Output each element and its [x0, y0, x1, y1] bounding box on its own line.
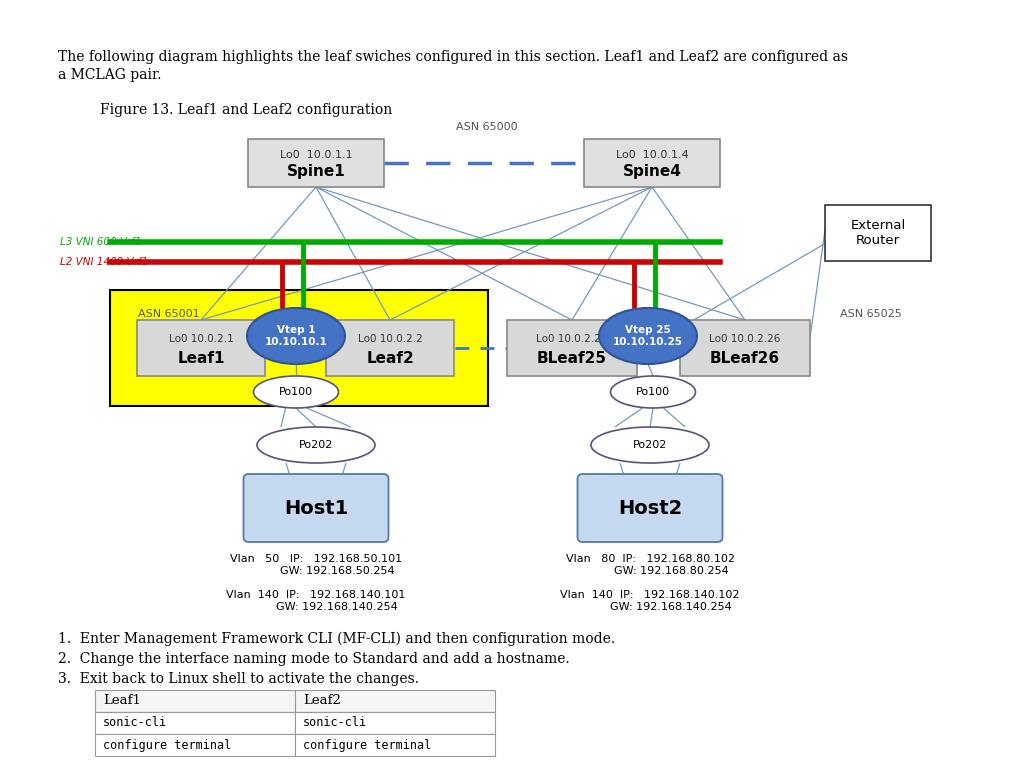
- Text: 1.  Enter Management Framework CLI (MF-CLI) and then configuration mode.: 1. Enter Management Framework CLI (MF-CL…: [58, 632, 615, 647]
- Text: Figure 13. Leaf1 and Leaf2 configuration: Figure 13. Leaf1 and Leaf2 configuration: [100, 103, 392, 117]
- Text: Lo0  10.0.1.1: Lo0 10.0.1.1: [280, 151, 352, 161]
- Text: Po202: Po202: [299, 440, 333, 450]
- FancyBboxPatch shape: [110, 290, 488, 406]
- Text: Spine1: Spine1: [287, 164, 345, 179]
- Ellipse shape: [254, 376, 339, 408]
- Text: L3 VNI 600 Vrf1: L3 VNI 600 Vrf1: [60, 237, 141, 247]
- FancyBboxPatch shape: [585, 139, 720, 187]
- FancyBboxPatch shape: [680, 320, 810, 376]
- Text: Spine4: Spine4: [623, 164, 681, 179]
- FancyBboxPatch shape: [137, 320, 265, 376]
- Text: L2 VNI 1400 Vrf1: L2 VNI 1400 Vrf1: [60, 257, 148, 267]
- Text: Vtep 25
10.10.10.25: Vtep 25 10.10.10.25: [613, 325, 683, 347]
- Text: sonic-cli: sonic-cli: [103, 717, 167, 730]
- Text: Vtep 1
10.10.10.1: Vtep 1 10.10.10.1: [264, 325, 328, 347]
- Text: Po100: Po100: [279, 387, 313, 397]
- Text: BLeaf25: BLeaf25: [537, 350, 607, 366]
- Text: Lo0  10.0.1.4: Lo0 10.0.1.4: [615, 151, 688, 161]
- Text: Vlan  140  IP:   192.168.140.101
            GW: 192.168.140.254: Vlan 140 IP: 192.168.140.101 GW: 192.168…: [226, 590, 406, 611]
- FancyBboxPatch shape: [825, 206, 931, 260]
- Ellipse shape: [247, 308, 345, 364]
- Text: Vlan  140  IP:   192.168.140.102
            GW: 192.168.140.254: Vlan 140 IP: 192.168.140.102 GW: 192.168…: [560, 590, 739, 611]
- Text: ASN 65001: ASN 65001: [138, 309, 200, 319]
- Text: a MCLAG pair.: a MCLAG pair.: [58, 68, 162, 82]
- Text: Host2: Host2: [617, 498, 682, 518]
- Text: The following diagram highlights the leaf swiches configured in this section. Le: The following diagram highlights the lea…: [58, 50, 848, 64]
- Text: configure terminal: configure terminal: [103, 739, 231, 752]
- Text: Leaf2: Leaf2: [367, 350, 414, 366]
- Text: BLeaf26: BLeaf26: [710, 350, 780, 366]
- FancyBboxPatch shape: [295, 734, 495, 756]
- Text: Vlan   80  IP:   192.168.80.102
            GW: 192.168.80.254: Vlan 80 IP: 192.168.80.102 GW: 192.168.8…: [565, 554, 734, 575]
- Text: Host1: Host1: [284, 498, 348, 518]
- FancyBboxPatch shape: [249, 139, 384, 187]
- FancyBboxPatch shape: [326, 320, 454, 376]
- Text: sonic-cli: sonic-cli: [303, 717, 368, 730]
- FancyBboxPatch shape: [95, 690, 295, 712]
- Text: Po100: Po100: [636, 387, 670, 397]
- Text: Po202: Po202: [633, 440, 668, 450]
- Text: Lo0 10.0.2.26: Lo0 10.0.2.26: [710, 334, 780, 344]
- Text: Leaf1: Leaf1: [177, 350, 224, 366]
- Text: Lo0 10.0.2.25: Lo0 10.0.2.25: [537, 334, 607, 344]
- Text: Leaf1: Leaf1: [103, 694, 141, 707]
- FancyBboxPatch shape: [295, 690, 495, 712]
- FancyBboxPatch shape: [95, 734, 295, 756]
- FancyBboxPatch shape: [295, 712, 495, 734]
- Text: configure terminal: configure terminal: [303, 739, 431, 752]
- Text: Lo0 10.0.2.2: Lo0 10.0.2.2: [357, 334, 422, 344]
- FancyBboxPatch shape: [507, 320, 637, 376]
- Text: Vlan   50   IP:   192.168.50.101
            GW: 192.168.50.254: Vlan 50 IP: 192.168.50.101 GW: 192.168.5…: [230, 554, 402, 575]
- FancyBboxPatch shape: [95, 712, 295, 734]
- Text: 3.  Exit back to Linux shell to activate the changes.: 3. Exit back to Linux shell to activate …: [58, 672, 419, 686]
- Text: ASN 65025: ASN 65025: [840, 309, 902, 319]
- FancyBboxPatch shape: [578, 474, 723, 542]
- Text: ASN 65000: ASN 65000: [456, 122, 518, 132]
- Text: External
Router: External Router: [850, 219, 905, 247]
- Text: Lo0 10.0.2.1: Lo0 10.0.2.1: [169, 334, 233, 344]
- Text: 2.  Change the interface naming mode to Standard and add a hostname.: 2. Change the interface naming mode to S…: [58, 652, 569, 666]
- FancyBboxPatch shape: [244, 474, 388, 542]
- Ellipse shape: [599, 308, 697, 364]
- Text: Leaf2: Leaf2: [303, 694, 341, 707]
- Ellipse shape: [610, 376, 695, 408]
- Ellipse shape: [257, 427, 375, 463]
- Ellipse shape: [591, 427, 709, 463]
